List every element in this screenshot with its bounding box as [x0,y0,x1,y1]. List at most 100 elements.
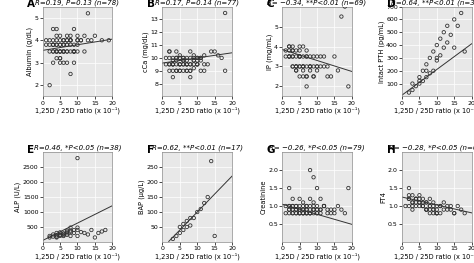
Point [201,53,208,57]
Point [201,69,208,73]
Point [306,54,314,59]
Point [310,64,318,69]
Point [429,204,437,208]
Point [193,58,201,63]
Point [53,38,60,42]
Point [173,234,180,238]
Point [444,208,451,212]
Point [60,49,67,54]
Point [60,231,67,236]
Point [73,38,81,42]
Point [173,69,180,73]
Point [450,45,458,50]
Point [289,204,296,208]
Point [313,211,321,215]
Text: R=0.17, P=0.14 (n=77): R=0.17, P=0.14 (n=77) [155,0,239,6]
Point [169,62,177,67]
Point [190,66,198,70]
Point [461,211,468,215]
Point [324,64,331,69]
Point [49,235,57,239]
X-axis label: 1,25D / 25D ratio (x 10⁻¹): 1,25D / 25D ratio (x 10⁻¹) [35,107,120,114]
Point [63,43,71,47]
Point [63,61,71,65]
Point [186,62,194,67]
Point [56,49,64,54]
Point [423,208,430,212]
Point [433,211,441,215]
Point [173,56,180,60]
Point [91,235,99,240]
Point [327,208,335,212]
Point [310,54,318,59]
Point [60,234,67,238]
Point [423,200,430,205]
Point [186,69,194,73]
Text: F: F [147,145,154,155]
Point [70,27,78,31]
Point [412,197,419,201]
Point [186,75,194,79]
Point [440,200,447,205]
Point [165,62,173,67]
Point [306,211,314,215]
Point [299,211,307,215]
Point [313,211,321,215]
Point [56,234,64,238]
Point [183,69,191,73]
Point [317,54,324,59]
Point [197,56,204,60]
Point [303,48,310,53]
Point [180,58,187,63]
Point [101,228,109,232]
Point [176,56,183,60]
Point [409,82,416,86]
Point [447,208,455,212]
Point [450,17,458,22]
Point [337,208,345,212]
Point [306,64,314,69]
Point [285,211,293,215]
Text: R=0.62, **P<0.01 (n=17): R=0.62, **P<0.01 (n=17) [152,145,243,151]
Point [433,208,441,212]
Text: H: H [387,145,395,155]
Point [433,43,441,47]
Point [53,43,60,47]
Point [423,208,430,212]
Point [56,43,64,47]
Point [67,38,74,42]
Point [324,211,331,215]
Point [289,211,296,215]
X-axis label: 1,25D / 25D ratio (x 10⁻¹): 1,25D / 25D ratio (x 10⁻¹) [35,252,120,260]
Point [292,64,300,69]
Point [67,72,74,76]
Point [98,229,106,234]
Point [292,64,300,69]
Point [56,34,64,38]
Point [409,193,416,197]
Point [169,237,177,241]
Point [447,204,455,208]
Point [292,64,300,69]
Point [67,229,74,233]
Point [303,54,310,59]
Point [173,62,180,67]
Point [176,231,183,235]
Point [423,200,430,205]
Point [63,230,71,234]
Point [190,62,198,67]
Point [176,225,183,229]
Point [105,38,113,42]
Point [176,56,183,60]
Point [299,208,307,212]
Point [426,204,434,208]
Point [303,84,310,89]
Point [70,49,78,54]
Point [53,235,60,239]
Point [285,54,293,59]
Point [49,49,57,54]
Point [53,34,60,38]
Point [433,211,441,215]
Point [49,61,57,65]
Point [405,197,413,201]
